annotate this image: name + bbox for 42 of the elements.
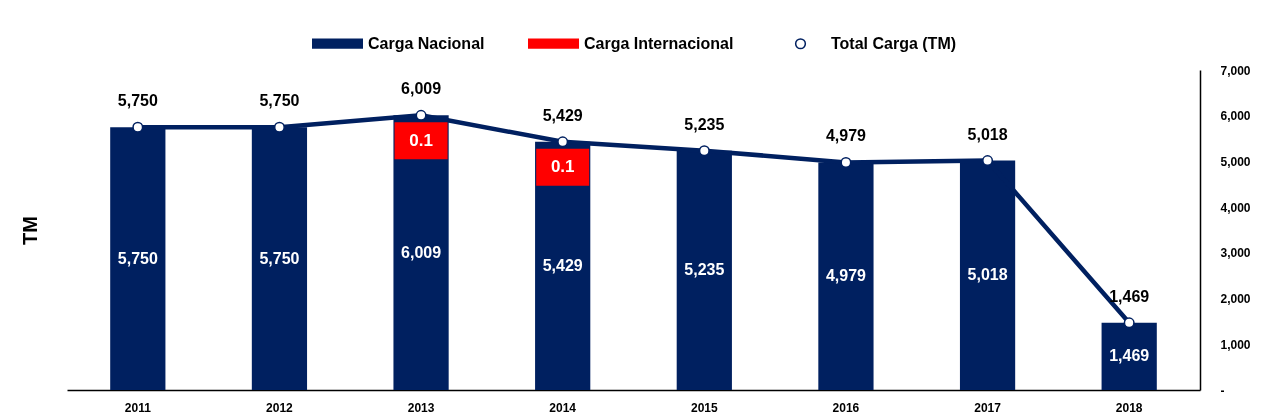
data-label: 5,018 — [967, 266, 1008, 284]
data-label: 6,009 — [401, 80, 442, 98]
y-tick-label: 6,000 — [1220, 109, 1251, 124]
data-label: 5,235 — [684, 261, 725, 279]
y-axis-title: TM — [18, 216, 41, 245]
y-tick-label: 5,000 — [1220, 154, 1251, 169]
point — [273, 121, 285, 133]
data-label: 5,750 — [117, 249, 158, 267]
x-tick-label: 2011 — [124, 400, 152, 415]
data-label: 0.1 — [409, 130, 433, 150]
point — [132, 121, 144, 133]
data-label: 5,235 — [684, 115, 725, 133]
data-label: 5,429 — [542, 256, 583, 274]
x-tick-label: 2012 — [266, 400, 294, 415]
legend-label: Carga Internacional — [584, 34, 734, 52]
legend-label: Total Carga (TM) — [831, 34, 957, 52]
point — [415, 109, 427, 121]
data-label: 5,750 — [259, 249, 300, 267]
data-label: 4,979 — [825, 127, 867, 145]
legend-label: Carga Nacional — [368, 34, 485, 52]
data-label: 5,750 — [117, 92, 158, 110]
x-tick-label: 2014 — [549, 400, 577, 415]
data-label: 4,979 — [825, 267, 867, 285]
x-tick-label: 2017 — [974, 400, 1002, 415]
data-label: 5,018 — [967, 125, 1008, 143]
x-tick-label: 2015 — [690, 400, 718, 415]
data-label: 5,429 — [542, 106, 583, 124]
data-label: 0.1 — [550, 157, 575, 177]
y-tick-label: 1,000 — [1220, 337, 1251, 352]
data-label: 1,469 — [1109, 347, 1150, 365]
y-tick-label: 2,000 — [1220, 292, 1251, 307]
y-tick-label: - — [1220, 383, 1225, 398]
x-tick-label: 2016 — [832, 400, 860, 415]
y-tick-label: 7,000 — [1220, 63, 1251, 78]
data-label: 1,469 — [1109, 287, 1150, 305]
data-label: 6,009 — [401, 243, 442, 261]
point — [840, 156, 852, 168]
y-tick-label: 4,000 — [1220, 200, 1251, 215]
x-tick-label: 2018 — [1115, 400, 1143, 415]
data-label: 5,750 — [259, 92, 300, 110]
y-tick-label: 3,000 — [1220, 246, 1251, 261]
x-tick-label: 2013 — [407, 400, 435, 415]
